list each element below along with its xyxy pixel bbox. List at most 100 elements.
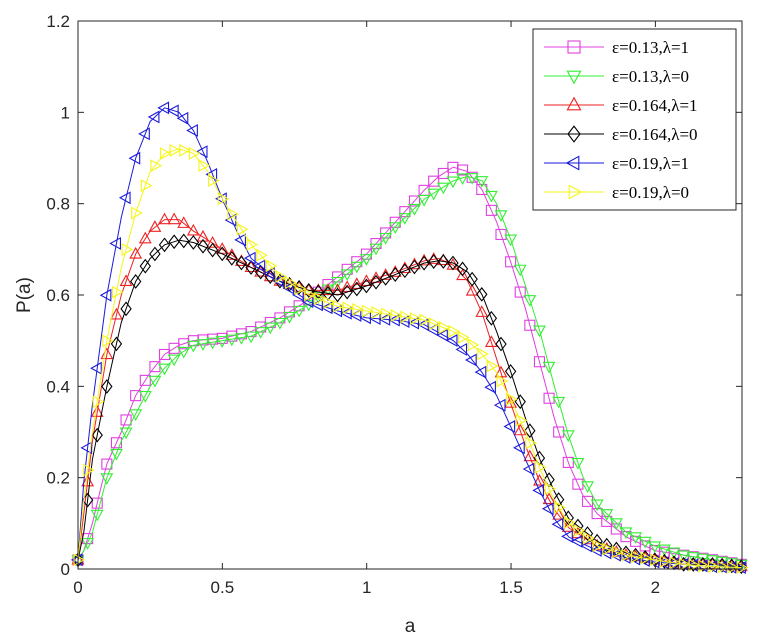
data-point	[436, 253, 450, 266]
data-point	[120, 414, 132, 426]
data-point	[158, 212, 171, 225]
data-point	[227, 207, 239, 221]
data-point	[494, 210, 508, 222]
data-point	[167, 354, 181, 367]
legend-marker	[567, 125, 581, 143]
legend-marker	[568, 184, 583, 200]
data-point	[110, 437, 123, 449]
data-point	[179, 143, 191, 157]
data-point	[573, 524, 586, 537]
data-point	[253, 259, 266, 273]
data-point	[293, 279, 305, 295]
data-point	[456, 261, 469, 277]
x-tick-label: 1	[362, 578, 371, 597]
data-point	[437, 167, 449, 180]
data-point	[178, 233, 190, 249]
data-point	[186, 223, 200, 236]
data-point	[551, 517, 564, 531]
data-point	[206, 242, 219, 258]
data-point	[522, 462, 535, 476]
data-point	[292, 305, 306, 318]
x-tick-label: 0.5	[211, 578, 235, 597]
data-point	[475, 176, 489, 188]
data-point	[677, 550, 691, 563]
data-point	[147, 110, 160, 124]
data-point	[484, 380, 496, 394]
data-point	[109, 237, 122, 250]
data-point	[129, 274, 142, 289]
data-point	[436, 328, 448, 342]
data-point	[216, 246, 228, 262]
data-point	[186, 124, 198, 137]
data-point	[340, 280, 354, 293]
data-point	[360, 278, 373, 294]
data-point	[533, 473, 546, 486]
data-point	[273, 317, 287, 330]
data-point	[225, 248, 239, 260]
data-point	[514, 286, 526, 298]
y-tick-label: 1	[61, 103, 70, 122]
data-point	[541, 502, 554, 516]
x-tick-label: 1.5	[499, 578, 523, 597]
data-point	[448, 324, 461, 338]
data-point	[195, 145, 208, 159]
legend-entry: ε=0.164,λ=1	[544, 96, 698, 115]
data-point	[111, 285, 124, 299]
data-point	[445, 334, 458, 347]
data-point	[206, 236, 220, 248]
data-point	[697, 557, 709, 572]
legend-marker	[566, 96, 582, 111]
data-point	[571, 457, 585, 470]
data-point	[272, 274, 285, 288]
data-point	[408, 204, 421, 216]
data-point	[650, 553, 662, 567]
data-point	[686, 552, 700, 564]
data-point	[696, 557, 710, 569]
data-point	[735, 559, 748, 575]
data-point	[532, 483, 545, 497]
data-point	[629, 547, 642, 563]
data-point	[196, 339, 210, 351]
data-point	[542, 361, 556, 374]
series-6	[73, 143, 749, 575]
data-point	[496, 374, 509, 388]
x-tick-label: 0	[73, 578, 82, 597]
data-point	[677, 557, 691, 569]
data-point	[80, 441, 93, 455]
data-point	[313, 292, 326, 306]
data-point	[352, 302, 364, 316]
data-point	[350, 277, 364, 289]
legend-entry: ε=0.19,λ=0	[544, 183, 689, 202]
data-point	[263, 267, 275, 280]
data-point	[148, 220, 162, 232]
data-point	[148, 375, 162, 388]
data-point	[130, 390, 142, 402]
data-point	[283, 311, 296, 324]
data-point	[552, 492, 565, 507]
data-point	[138, 127, 150, 141]
data-point	[198, 159, 211, 172]
data-point	[331, 276, 344, 289]
data-point	[523, 295, 537, 307]
data-point	[513, 264, 527, 277]
data-point	[561, 520, 575, 532]
data-point	[631, 550, 643, 564]
data-point	[294, 282, 307, 296]
data-point	[90, 405, 104, 417]
data-point	[331, 283, 344, 295]
data-point	[330, 304, 343, 318]
data-point	[669, 556, 682, 570]
data-point	[495, 228, 507, 240]
data-point	[70, 553, 83, 567]
data-point	[609, 548, 621, 562]
data-point	[416, 318, 429, 332]
data-point	[158, 363, 171, 376]
data-point	[359, 254, 373, 266]
data-point	[243, 251, 256, 265]
y-tick-label: 0.2	[46, 469, 70, 488]
data-point	[304, 288, 316, 302]
data-point	[90, 361, 102, 375]
legend-marker	[565, 155, 580, 171]
y-tick-label: 0.8	[46, 195, 70, 214]
